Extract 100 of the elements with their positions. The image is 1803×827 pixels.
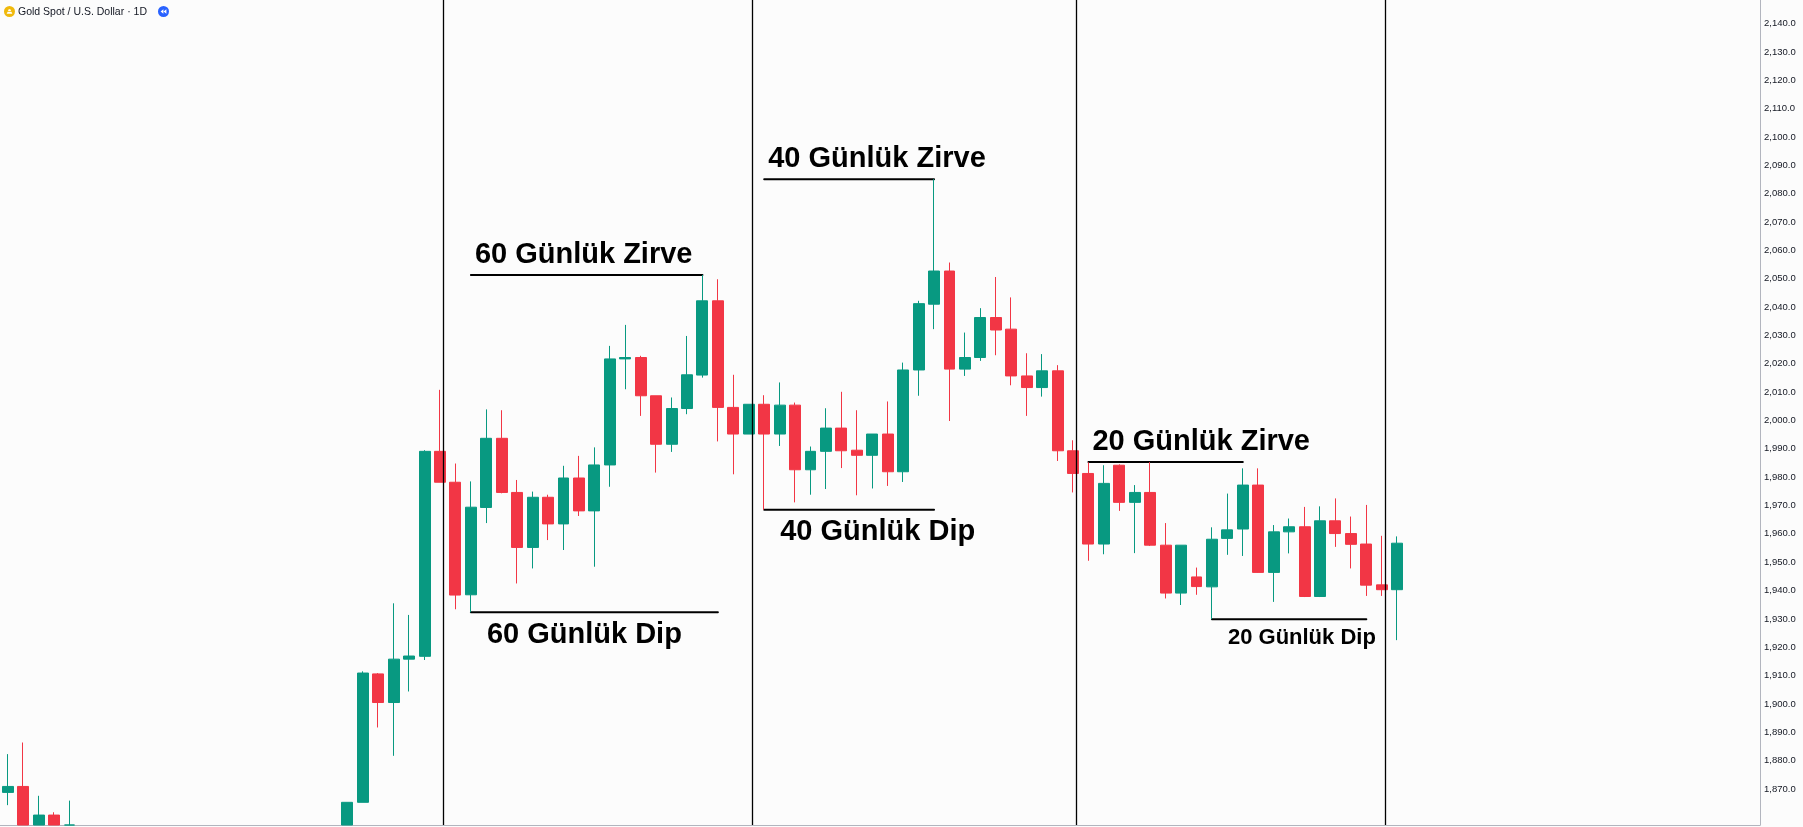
candlestick <box>1052 364 1064 462</box>
y-tick-label: 2,020.0 <box>1764 357 1796 369</box>
candlestick <box>1237 467 1249 557</box>
candlestick <box>1221 493 1233 556</box>
candlestick <box>1036 353 1048 398</box>
series-label: 40 Günlük Dip <box>780 514 976 547</box>
candlestick <box>604 345 616 488</box>
candlestick <box>1067 439 1079 493</box>
y-tick-label: 2,140.0 <box>1764 17 1796 29</box>
candlestick <box>372 672 384 728</box>
candlestick <box>650 395 662 474</box>
candlestick <box>48 811 60 826</box>
candlestick <box>388 602 400 757</box>
candlestick <box>820 407 832 490</box>
candlestick <box>1283 518 1295 554</box>
candlestick <box>666 396 678 453</box>
candlestick <box>1082 461 1094 562</box>
candlestick <box>17 742 29 826</box>
candlestick <box>1268 524 1280 603</box>
y-tick-label: 2,090.0 <box>1764 158 1796 170</box>
y-tick-label: 2,110.0 <box>1764 102 1795 114</box>
candlestick <box>774 381 786 447</box>
candlestick <box>357 670 369 803</box>
candlestick <box>1345 516 1357 569</box>
y-tick-label: 1,940.0 <box>1764 584 1796 596</box>
y-tick-label: 1,930.0 <box>1764 612 1796 624</box>
candlestick <box>789 402 801 503</box>
candlestick <box>897 362 909 483</box>
candlestick <box>619 324 631 390</box>
y-tick-label: 2,070.0 <box>1764 215 1796 227</box>
candlestick <box>1391 535 1403 641</box>
candlestick <box>1005 296 1017 386</box>
candlestick <box>480 408 492 524</box>
candlestick <box>928 178 940 330</box>
y-tick-label: 2,010.0 <box>1764 385 1796 397</box>
candlestick <box>1376 535 1388 597</box>
y-tick-label: 2,060.0 <box>1764 243 1796 255</box>
candlestick <box>1252 467 1264 574</box>
y-tick-label: 2,000.0 <box>1764 414 1796 426</box>
y-tick-label: 1,870.0 <box>1764 782 1796 794</box>
y-tick-label: 1,910.0 <box>1764 669 1796 681</box>
y-tick-label: 2,120.0 <box>1764 73 1796 85</box>
y-tick-label: 2,130.0 <box>1764 45 1796 57</box>
candlestick <box>1206 526 1218 620</box>
candlestick <box>33 795 45 826</box>
candlestick <box>1314 505 1326 598</box>
y-tick-label: 1,880.0 <box>1764 754 1796 766</box>
y-tick-label: 2,030.0 <box>1764 329 1796 341</box>
candlestick <box>1113 463 1125 512</box>
candlestick <box>403 614 415 692</box>
candlestick <box>696 274 708 379</box>
candlestick <box>866 433 878 489</box>
candlestick <box>635 355 647 417</box>
y-tick-label: 2,040.0 <box>1764 300 1796 312</box>
candlestick <box>835 391 847 469</box>
y-tick-label: 1,970.0 <box>1764 499 1796 511</box>
candlestick <box>1021 352 1033 417</box>
candlestick <box>465 480 477 613</box>
candlestick <box>1191 567 1202 596</box>
candlestick <box>805 446 816 496</box>
series-label: 40 Günlük Zirve <box>768 140 986 173</box>
candlestick <box>511 479 523 584</box>
candlestick <box>1098 464 1110 555</box>
candlestick <box>681 335 693 415</box>
y-tick-label: 2,050.0 <box>1764 272 1796 284</box>
y-tick-label: 1,900.0 <box>1764 697 1796 709</box>
candlestick <box>588 446 600 568</box>
candlestick <box>496 409 508 494</box>
series-label: 60 Günlük Zirve <box>474 236 693 269</box>
candlestick <box>851 409 863 496</box>
candlestick <box>1160 522 1172 599</box>
candlestick <box>558 465 569 551</box>
candlestick <box>913 300 925 397</box>
candlestick <box>449 463 461 610</box>
candlestick <box>2 753 14 806</box>
candlestick <box>944 262 955 422</box>
y-tick-label: 2,100.0 <box>1764 130 1796 142</box>
candlestick <box>1299 506 1311 598</box>
candlestick <box>1329 497 1341 548</box>
candlestick <box>712 278 724 442</box>
y-tick-label: 1,920.0 <box>1764 640 1796 652</box>
candlestick <box>758 394 770 511</box>
series-label: 20 Günlük Dip <box>1227 623 1376 649</box>
candlestick <box>882 400 894 487</box>
candlestick <box>573 455 585 517</box>
candlestick <box>959 332 971 377</box>
candlestick <box>1144 461 1156 547</box>
candlestick <box>743 403 755 435</box>
y-tick-label: 1,990.0 <box>1764 442 1796 454</box>
candlestick <box>974 307 986 362</box>
candlestick <box>434 389 446 483</box>
candlestick <box>727 374 739 475</box>
candlestick <box>990 276 1002 356</box>
candlestick <box>1360 504 1372 597</box>
series-label: 20 Günlük Zirve <box>1092 423 1310 456</box>
y-tick-label: 2,080.0 <box>1764 187 1796 199</box>
candlestick <box>1175 544 1187 606</box>
y-tick-label: 1,980.0 <box>1764 470 1796 482</box>
y-tick-label: 1,960.0 <box>1764 527 1796 539</box>
candlestick <box>64 800 75 826</box>
